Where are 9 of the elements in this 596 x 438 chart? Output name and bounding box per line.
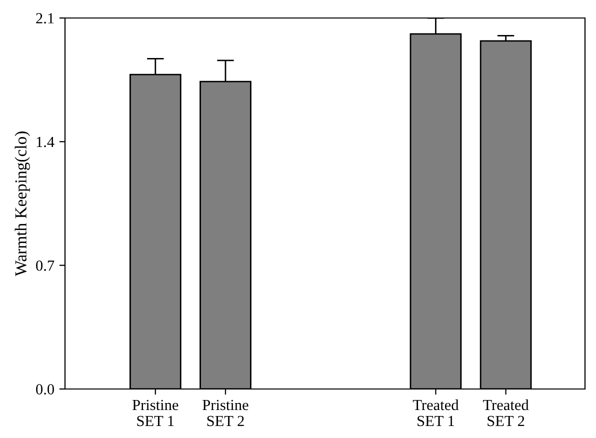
x-tick-label: Pristine SET 1	[132, 400, 178, 426]
y-axis-title: Warmth Keeping(clo)	[14, 132, 30, 276]
x-tick-label: Treated SET 2	[483, 399, 529, 426]
y-tick-label: 0.0	[36, 384, 54, 395]
x-tick-label: Pristine SET 2	[202, 400, 248, 426]
x-tick-label: Treated SET 1	[412, 399, 459, 426]
y-tick-label: 1.4	[36, 136, 54, 148]
y-tick-label: 2.1	[36, 13, 54, 24]
y-tick-label: 0.7	[36, 260, 54, 271]
